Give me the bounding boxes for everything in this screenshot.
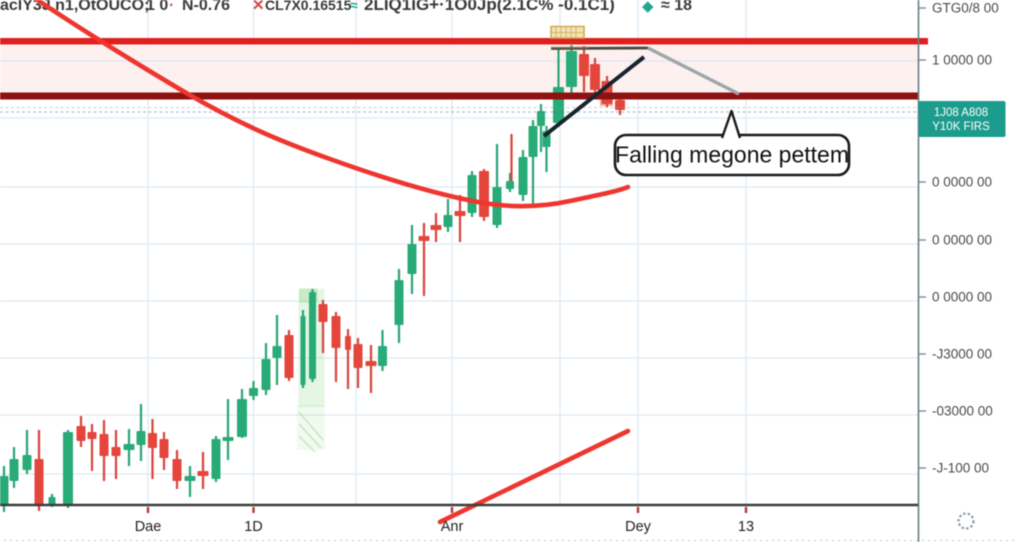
- svg-text:◆: ◆: [642, 0, 654, 15]
- svg-text:13: 13: [738, 519, 754, 535]
- svg-text:Dey: Dey: [625, 519, 652, 535]
- svg-text:N-0.76: N-0.76: [182, 0, 230, 14]
- svg-text:-J3000 00: -J3000 00: [932, 347, 992, 362]
- svg-text:≈ 18: ≈ 18: [661, 0, 692, 14]
- svg-text:-J-100 00: -J-100 00: [932, 461, 989, 476]
- svg-text:CL7X0.16515: CL7X0.16515: [265, 0, 352, 13]
- svg-text:aclY3J,n1,OtOUCO;: aclY3J,n1,OtOUCO;: [0, 0, 149, 14]
- svg-text:Y10K FIRS: Y10K FIRS: [932, 121, 990, 133]
- svg-text:2LIQ1IG+·1O0Jp(2.1C% -0.1C1): 2LIQ1IG+·1O0Jp(2.1C% -0.1C1): [364, 0, 615, 14]
- svg-text:✕: ✕: [252, 0, 265, 14]
- svg-text:1 0: 1 0: [146, 0, 168, 14]
- svg-text:Dae: Dae: [135, 519, 162, 535]
- svg-text:·: ·: [169, 0, 174, 14]
- svg-text:Anr: Anr: [441, 519, 464, 535]
- svg-text:1J08 A808: 1J08 A808: [934, 107, 988, 119]
- svg-text:0 0000 00: 0 0000 00: [932, 290, 992, 305]
- svg-text:GTG0/8 00: GTG0/8 00: [932, 1, 999, 16]
- svg-text:0 0000 00: 0 0000 00: [932, 175, 992, 190]
- svg-text:-03000 00: -03000 00: [932, 404, 993, 419]
- svg-text:0 0000 00: 0 0000 00: [932, 233, 992, 248]
- svg-text:Falling megone pettem: Falling megone pettem: [615, 142, 849, 168]
- svg-text:1 0000 00: 1 0000 00: [932, 53, 992, 68]
- svg-text:≈: ≈: [350, 0, 358, 13]
- svg-text:1D: 1D: [244, 519, 263, 535]
